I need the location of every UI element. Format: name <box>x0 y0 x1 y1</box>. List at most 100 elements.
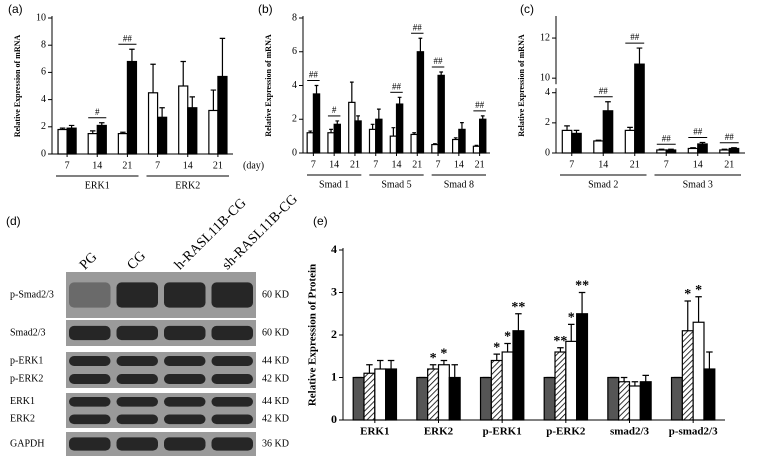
y-tick-label: 4 <box>292 80 297 91</box>
size-label: 36 KD <box>262 438 289 449</box>
y-tick-label: 10 <box>540 72 550 83</box>
bar <box>126 60 138 155</box>
significance: ## <box>693 127 703 137</box>
panel-label: (d) <box>6 214 21 228</box>
bar <box>472 145 481 154</box>
bar <box>352 376 365 421</box>
x-tick-label: 14 <box>183 160 193 171</box>
bar <box>571 132 582 154</box>
bar <box>618 381 631 421</box>
error-bar <box>564 125 570 131</box>
bar <box>703 368 716 421</box>
significance: ## <box>599 86 609 96</box>
blot-band <box>164 414 206 425</box>
error-bar <box>349 81 354 103</box>
blot-band <box>116 374 158 384</box>
error-bar <box>504 342 511 352</box>
y-tick-label: 2 <box>292 114 297 125</box>
x-tick-label: 14 <box>329 159 339 170</box>
blot-band <box>211 437 253 451</box>
bar <box>312 93 321 154</box>
bar <box>363 372 376 421</box>
error-bar <box>731 147 737 149</box>
row-label: ERK1 <box>10 396 35 407</box>
error-bar <box>90 130 96 134</box>
error-bar <box>376 108 381 120</box>
significance: # <box>332 105 337 115</box>
x-tick-label: 21 <box>630 159 640 170</box>
error-bar <box>451 364 458 378</box>
blot-band <box>116 356 158 366</box>
significance: * <box>504 330 511 345</box>
bar <box>448 376 461 421</box>
x-tick-label: 21 <box>475 159 485 170</box>
error-bar <box>335 120 340 125</box>
bar <box>117 133 129 155</box>
bar <box>479 376 492 421</box>
bar <box>348 101 356 154</box>
size-label: 44 KD <box>262 355 289 366</box>
bar <box>554 351 567 421</box>
error-bar <box>595 139 602 141</box>
y-tick-label: 6 <box>41 67 46 78</box>
bar <box>395 103 404 154</box>
error-bar <box>120 131 126 134</box>
bar <box>665 149 677 154</box>
y-tick-label: 4 <box>41 94 46 105</box>
error-bar <box>460 122 464 130</box>
group-label: ERK1 <box>85 180 110 191</box>
y-tick-label: 12 <box>540 32 550 43</box>
size-label: 60 KD <box>262 289 289 300</box>
x-tick-label: 14 <box>92 160 102 171</box>
error-bar <box>642 374 649 382</box>
group-label: Smad 5 <box>381 179 411 190</box>
bar <box>628 385 641 421</box>
error-bar <box>150 63 156 93</box>
blot-band <box>116 282 158 308</box>
error-bar <box>706 351 713 369</box>
bar <box>385 368 398 421</box>
bar <box>639 381 652 421</box>
significance: ## <box>630 32 640 42</box>
row-label: p-ERK2 <box>10 373 43 384</box>
error-bar <box>189 96 195 108</box>
size-label: 42 KD <box>262 373 289 384</box>
error-bar <box>684 300 692 331</box>
bar <box>576 313 589 421</box>
y-tick-label: 4 <box>331 242 337 256</box>
bar <box>416 376 429 421</box>
significance: ## <box>413 22 423 32</box>
bar <box>719 149 730 154</box>
error-bar <box>210 89 217 111</box>
error-bar <box>68 124 75 129</box>
error-bar <box>515 313 522 331</box>
y-axis-label: Relative Expression of mRNA <box>13 35 22 138</box>
error-bar <box>690 147 696 149</box>
significance: * <box>568 311 575 326</box>
error-bar <box>699 141 706 144</box>
size-label: 44 KD <box>262 396 289 407</box>
blot-band <box>164 356 206 366</box>
lane-label: PG <box>77 250 100 273</box>
significance: ## <box>434 56 444 66</box>
x-tick-label: 14 <box>598 159 608 170</box>
significance: ## <box>309 70 319 80</box>
error-bar <box>370 123 375 130</box>
significance: ** <box>511 300 525 315</box>
y-tick-label: 2 <box>41 121 46 132</box>
blot-band <box>69 356 111 366</box>
group-label: Smad 1 <box>319 179 349 190</box>
significance: ** <box>575 279 589 294</box>
error-bar <box>308 130 313 133</box>
significance: * <box>695 283 702 298</box>
y-tick-label: 8 <box>41 39 46 50</box>
error-bar <box>180 60 186 86</box>
group-label: Smad 3 <box>683 179 713 190</box>
error-bar <box>474 144 479 147</box>
y-tick-label: 0 <box>292 147 297 158</box>
panel-label: (a) <box>8 2 23 16</box>
significance: * <box>493 340 500 355</box>
error-bar <box>636 47 643 65</box>
bar <box>327 132 335 154</box>
significance: * <box>440 347 447 362</box>
